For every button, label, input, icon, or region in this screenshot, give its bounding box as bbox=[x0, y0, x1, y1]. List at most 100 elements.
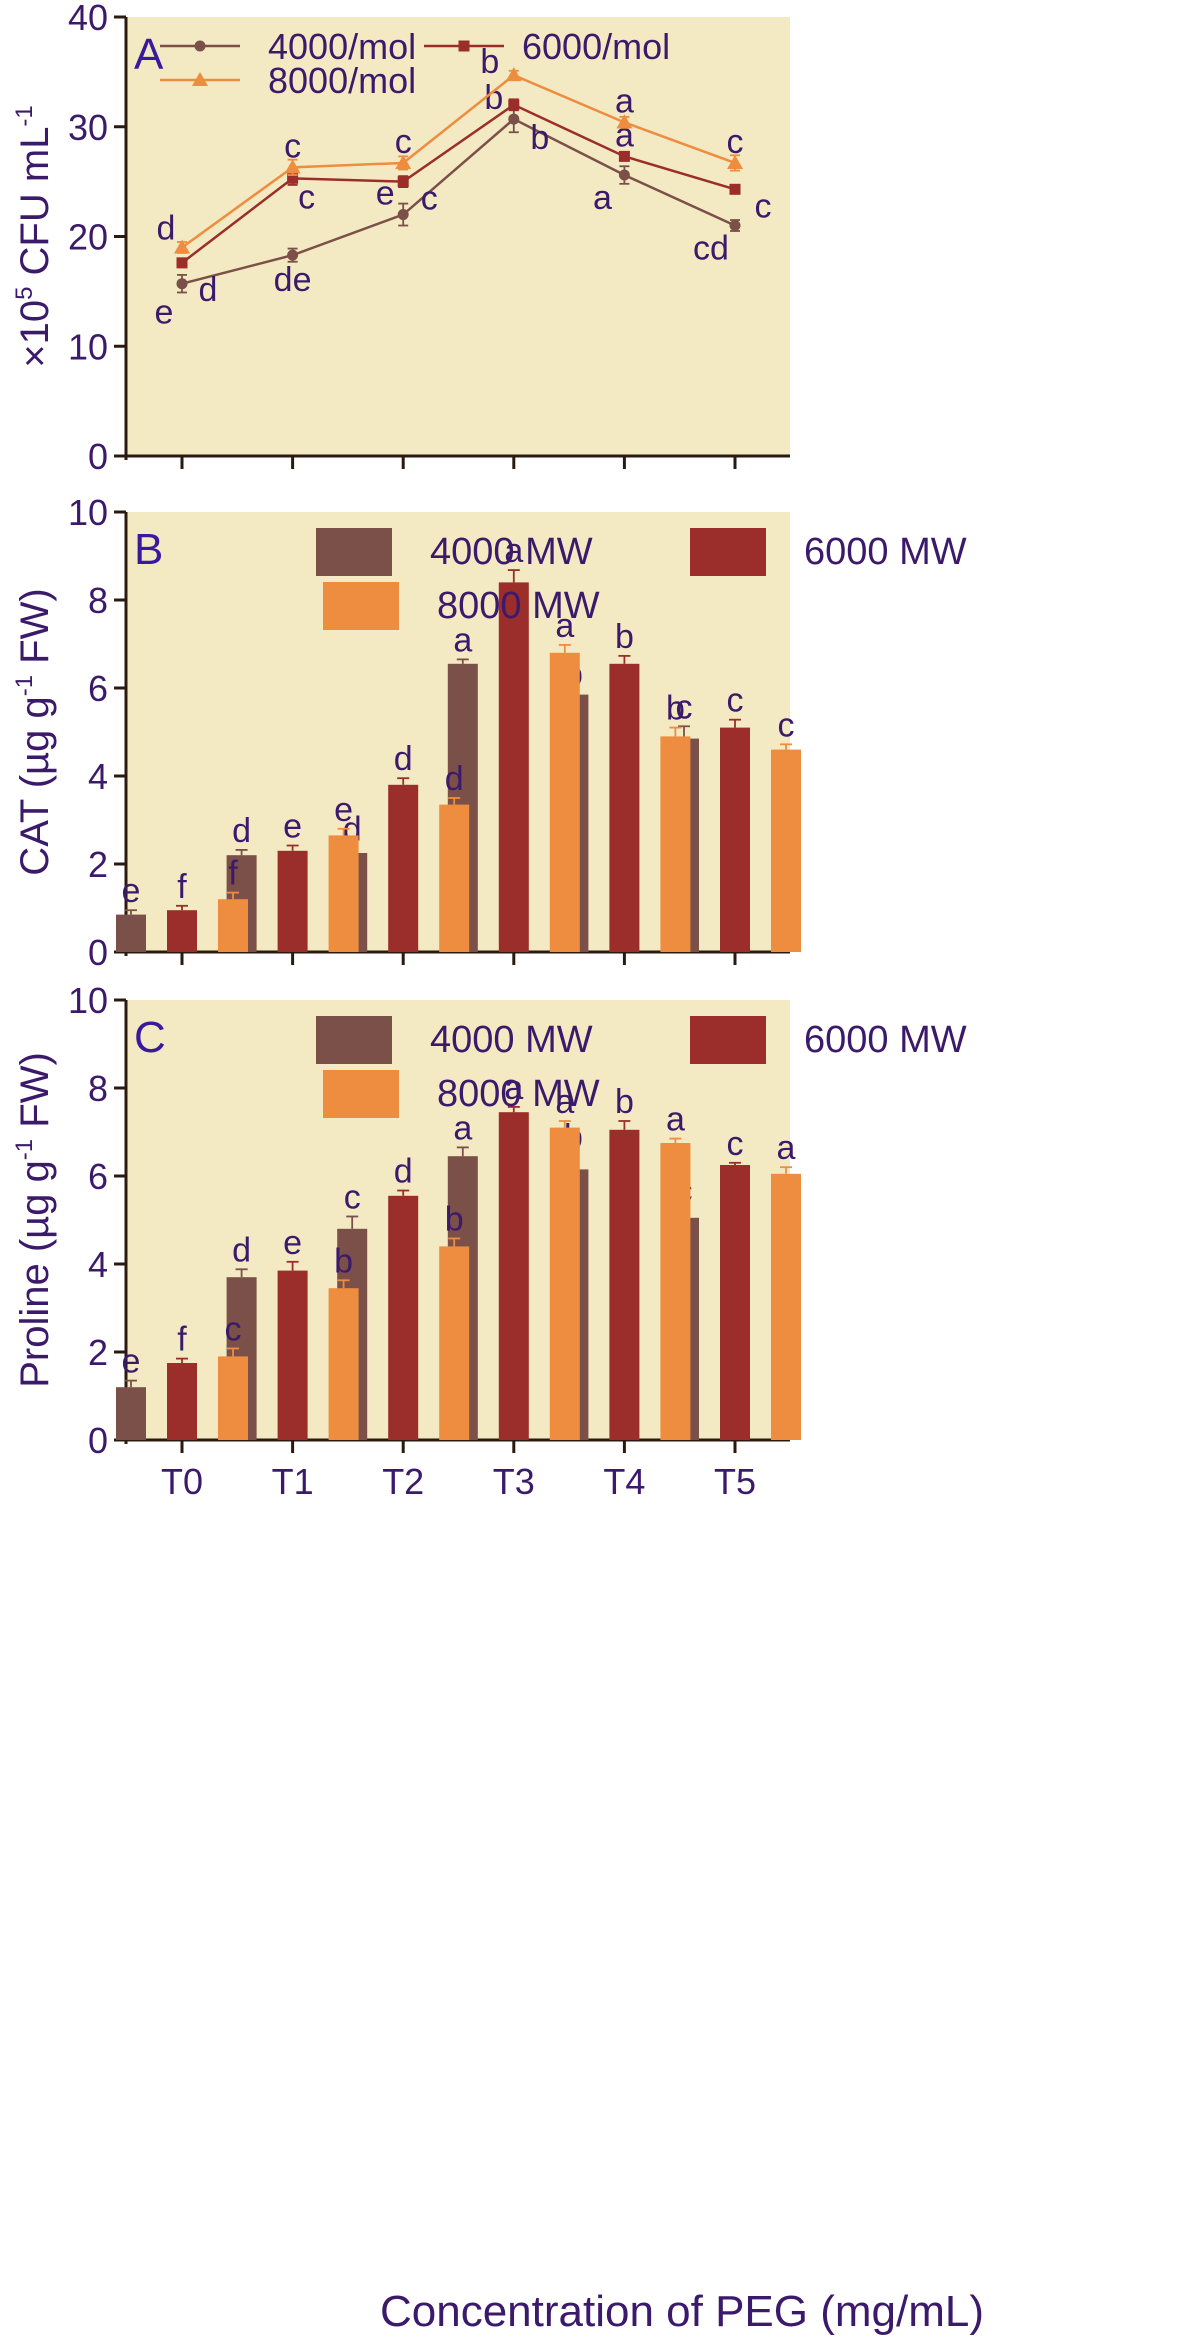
significance-letter: cd bbox=[693, 230, 729, 268]
significance-letter: b bbox=[530, 119, 549, 157]
bar bbox=[720, 727, 750, 952]
bar bbox=[609, 663, 640, 952]
y-tick-label: 0 bbox=[88, 436, 108, 477]
data-point bbox=[727, 154, 743, 169]
panel-label: A bbox=[134, 30, 164, 79]
bar bbox=[609, 1129, 640, 1440]
significance-letter: c bbox=[727, 123, 744, 161]
significance-letter: a bbox=[615, 82, 634, 120]
y-axis-title-part: FW) bbox=[13, 1052, 57, 1139]
bar bbox=[660, 1143, 691, 1440]
legend-marker bbox=[458, 40, 470, 52]
significance-letter: b bbox=[615, 1083, 634, 1121]
y-axis-title-part: CFU mL bbox=[13, 127, 57, 287]
data-point bbox=[508, 113, 520, 125]
significance-letter: d bbox=[445, 760, 464, 798]
data-point bbox=[284, 159, 301, 174]
y-tick-label: 2 bbox=[88, 1332, 108, 1373]
data-point bbox=[397, 209, 409, 221]
bar bbox=[720, 1165, 750, 1440]
legend-swatch bbox=[690, 1016, 766, 1064]
y-tick-label: 0 bbox=[88, 1420, 108, 1461]
bar bbox=[277, 1270, 308, 1440]
bar bbox=[328, 1288, 359, 1440]
legend-swatch bbox=[316, 528, 392, 576]
y-axis-title-superscript: -1 bbox=[11, 105, 38, 126]
significance-letter: c bbox=[755, 187, 772, 225]
y-tick-label: 30 bbox=[68, 107, 108, 148]
legend-swatch bbox=[323, 1070, 399, 1118]
y-tick-label: 6 bbox=[88, 1156, 108, 1197]
significance-letter: a bbox=[453, 1109, 472, 1147]
y-axis-title: ×105 CFU mL-1 bbox=[11, 105, 57, 368]
significance-letter: c bbox=[284, 127, 301, 165]
data-point bbox=[176, 257, 188, 269]
significance-letter: a bbox=[504, 1069, 523, 1107]
y-axis-title-part: CAT (µg g bbox=[13, 696, 57, 875]
bar bbox=[218, 1356, 248, 1440]
y-tick-label: 40 bbox=[68, 0, 108, 38]
significance-letter: c bbox=[778, 706, 795, 744]
data-point bbox=[287, 172, 299, 184]
legend-label: 6000 MW bbox=[804, 1019, 967, 1061]
y-tick-label: 4 bbox=[88, 756, 108, 797]
data-point bbox=[397, 176, 409, 188]
bar bbox=[116, 1387, 146, 1440]
bar bbox=[328, 835, 359, 952]
significance-letter: c bbox=[344, 1178, 361, 1216]
legend-label: 8000 MW bbox=[437, 585, 600, 627]
y-tick-label: 10 bbox=[68, 326, 108, 367]
x-tick-label: T3 bbox=[493, 1461, 535, 1502]
bar bbox=[549, 1127, 580, 1440]
data-point bbox=[616, 114, 633, 129]
y-tick-label: 10 bbox=[68, 980, 108, 1021]
series-line-6000/mol bbox=[181, 103, 736, 264]
series-line-4000/mol bbox=[181, 117, 736, 285]
significance-letter: b bbox=[480, 43, 499, 81]
significance-letter: e bbox=[122, 872, 141, 910]
bar bbox=[439, 804, 470, 952]
legend-label: 4000 MW bbox=[430, 1019, 593, 1061]
data-point bbox=[729, 220, 741, 232]
data-point bbox=[176, 278, 188, 290]
y-axis-title-superscript: -1 bbox=[11, 1139, 38, 1160]
bar bbox=[771, 749, 801, 952]
bar bbox=[167, 1363, 197, 1440]
significance-letter: e bbox=[283, 1224, 302, 1262]
significance-letter: c bbox=[676, 688, 693, 726]
data-point bbox=[505, 67, 522, 82]
legend-marker bbox=[192, 72, 208, 86]
x-tick-label: T0 bbox=[161, 1461, 203, 1502]
data-point bbox=[287, 249, 299, 261]
x-axis-title: Concentration of PEG (mg/mL) bbox=[380, 2287, 984, 2336]
y-axis-title-part: ×10 bbox=[13, 300, 57, 368]
y-tick-label: 8 bbox=[88, 580, 108, 621]
significance-letter: de bbox=[274, 261, 312, 299]
legend-label: 4000/mol bbox=[268, 26, 416, 67]
panel-label: C bbox=[134, 1013, 166, 1062]
significance-letter: b bbox=[615, 618, 634, 656]
legend-label: 6000 MW bbox=[804, 531, 967, 573]
significance-letter: c bbox=[727, 1125, 744, 1163]
bar bbox=[218, 899, 248, 952]
x-tick-label: T5 bbox=[714, 1461, 756, 1502]
bar bbox=[498, 582, 529, 952]
bar bbox=[549, 652, 580, 952]
bar bbox=[660, 736, 691, 952]
bar bbox=[388, 784, 419, 952]
y-axis-title-superscript: -1 bbox=[11, 675, 38, 696]
significance-letter: b bbox=[666, 690, 685, 728]
significance-letter: c bbox=[727, 682, 744, 720]
significance-letter: b bbox=[334, 1242, 353, 1280]
bar bbox=[167, 910, 197, 952]
bar bbox=[439, 1246, 470, 1440]
data-point bbox=[618, 150, 630, 162]
panel-label: B bbox=[134, 525, 163, 574]
bar bbox=[388, 1195, 419, 1440]
bar bbox=[771, 1173, 801, 1440]
y-tick-label: 10 bbox=[68, 492, 108, 533]
legend-label: 8000/mol bbox=[268, 60, 416, 101]
